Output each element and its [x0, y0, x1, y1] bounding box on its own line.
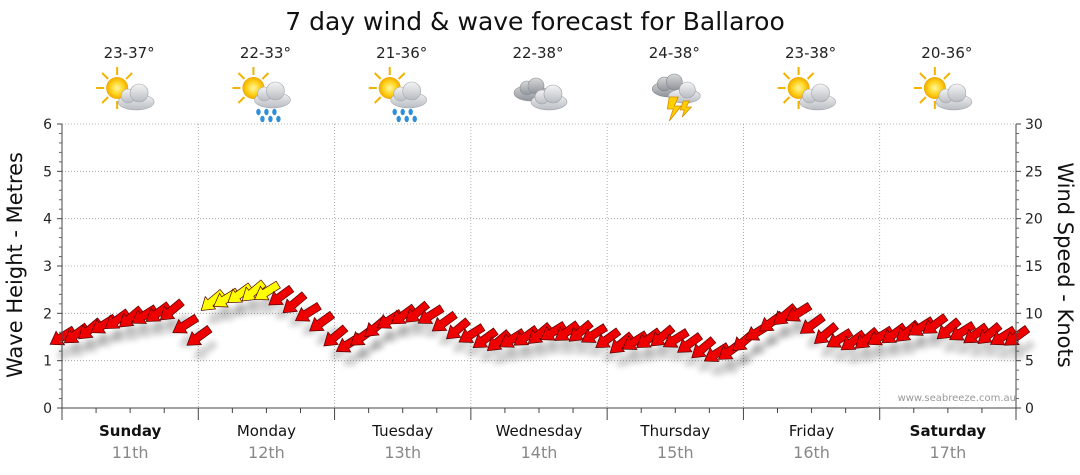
day-temperature: 22-33° — [240, 44, 291, 62]
wind-arrow — [554, 320, 581, 341]
wind-arrow — [431, 310, 458, 332]
sun-rain-icon — [367, 66, 428, 124]
wind-arrow — [1004, 325, 1031, 346]
wind-arrow — [540, 321, 568, 341]
day-temperature: 22-38° — [512, 44, 563, 62]
chart-title: 7 day wind & wave forecast for Ballaroo — [285, 7, 785, 36]
chart-grid — [62, 123, 1016, 408]
wind-arrow — [949, 321, 976, 341]
wind-arrow — [268, 284, 295, 306]
wind-arrow — [458, 323, 486, 343]
y-tick-label-left: 1 — [43, 354, 52, 370]
wind-arrow — [172, 313, 200, 334]
day-temperature: 21-36° — [376, 44, 427, 62]
wind-arrow — [826, 328, 854, 348]
wind-arrow — [417, 304, 445, 324]
arrow-shadows — [56, 293, 1036, 376]
wind-arrow — [691, 336, 717, 359]
day-temperature: 23-37° — [104, 44, 155, 62]
wind-arrow — [989, 325, 1017, 346]
wind-arrow — [785, 302, 813, 322]
y-tick-label-right: 5 — [1025, 354, 1034, 370]
y-tick-label-left: 5 — [43, 164, 52, 180]
wind-arrow — [282, 291, 308, 314]
sun-cloud-icon — [776, 66, 837, 111]
y-tick-label-right: 15 — [1025, 259, 1043, 275]
day-date: 14th — [521, 443, 558, 462]
day-name: Thursday — [639, 422, 710, 440]
sun-rain-icon — [231, 66, 292, 124]
y-tick-label-right: 0 — [1025, 401, 1034, 417]
wind-arrow — [309, 310, 336, 332]
wind-arrow — [922, 313, 949, 334]
wind-arrow — [813, 322, 839, 345]
day-temperature: 24-38° — [649, 44, 700, 62]
day-name: Tuesday — [371, 422, 433, 440]
day-date: 16th — [793, 443, 830, 462]
day-name: Monday — [237, 422, 296, 440]
cloud-icon — [513, 77, 568, 111]
y-tick-label-right: 10 — [1025, 306, 1043, 322]
y-tick-label-left: 2 — [43, 306, 52, 322]
day-labels: Sunday 11th Monday 12th Tuesday 13th Wednesday… — [99, 422, 986, 462]
forecast-header: 23-37° 22-33° 21-36° 22-38° 24-38° 23-38° 20-3… — [95, 44, 973, 124]
day-temperature: 20-36° — [921, 44, 972, 62]
day-date: 15th — [657, 443, 694, 462]
day-date: 11th — [112, 443, 149, 462]
wind-arrow — [253, 280, 281, 301]
storm-icon — [651, 73, 701, 122]
wind-arrow — [799, 313, 826, 334]
day-name: Wednesday — [496, 422, 583, 440]
y-tick-label-left: 3 — [43, 259, 52, 275]
chart-axes: 0 01 52 103 154 205 256 30 — [43, 117, 1043, 420]
arrow-shadow — [1010, 339, 1036, 360]
wind-arrow — [472, 327, 499, 348]
day-name: Sunday — [99, 422, 162, 440]
y-tick-label-left: 0 — [43, 401, 52, 417]
wind-arrow — [677, 332, 704, 353]
wind-arrow — [323, 324, 349, 347]
y-tick-label-right: 20 — [1025, 212, 1043, 228]
watermark: www.seabreeze.com.au — [898, 393, 1016, 404]
day-date: 17th — [929, 443, 966, 462]
arrow-shadow — [192, 339, 218, 360]
wind-arrow — [662, 328, 690, 348]
day-date: 12th — [248, 443, 285, 462]
day-temperature: 23-38° — [785, 44, 836, 62]
wind-arrow — [581, 323, 608, 343]
wind-arrow — [595, 327, 622, 348]
y-axis-left-label: Wave Height - Metres — [3, 152, 27, 378]
day-date: 13th — [384, 443, 421, 462]
wind-arrow — [186, 325, 213, 346]
wind-arrow — [445, 317, 471, 340]
wind-wave-arrows — [49, 279, 1031, 362]
y-axis-right-label: Wind Speed - Knots — [1053, 162, 1077, 367]
wind-arrow — [294, 302, 322, 322]
sun-cloud-icon — [95, 66, 156, 111]
sun-cloud-icon — [912, 66, 973, 111]
day-name: Saturday — [910, 422, 987, 440]
y-tick-label-right: 25 — [1025, 164, 1043, 180]
day-name: Friday — [789, 422, 835, 440]
wind-arrow — [963, 322, 990, 344]
y-tick-label-left: 4 — [43, 212, 52, 228]
wind-arrow — [159, 298, 185, 321]
y-tick-label-right: 30 — [1025, 117, 1043, 133]
y-tick-label-left: 6 — [43, 117, 52, 133]
